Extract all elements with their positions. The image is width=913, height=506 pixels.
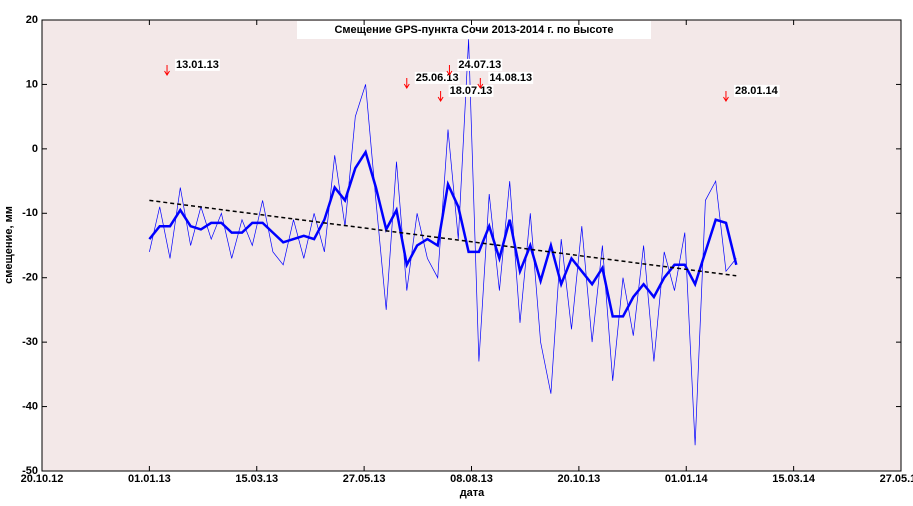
x-tick-label: 20.10.12 [21, 473, 64, 485]
series-line [148, 149, 738, 318]
x-tick-label: 20.10.13 [557, 473, 600, 485]
annotation-box [733, 84, 780, 97]
y-tick-label: -20 [22, 272, 38, 284]
y-tick-label: -10 [22, 207, 38, 219]
annotation-box [448, 84, 494, 97]
annotation-arrow [477, 78, 484, 89]
annotation-arrow [437, 91, 444, 102]
chart-title: Смещение GPS-пункта Сочи 2013-2014 г. по… [334, 24, 613, 36]
title-box [297, 21, 651, 39]
annotation-box [457, 58, 503, 71]
trend-line [149, 199, 737, 277]
y-tick-label: 10 [26, 78, 38, 90]
y-tick-label: 20 [26, 14, 38, 26]
annotation: 25.06.13 [416, 72, 459, 84]
annotation-box [488, 71, 534, 84]
x-tick-label: 15.03.14 [772, 473, 816, 485]
plot-frame [41, 19, 902, 472]
annotation-arrow [723, 91, 729, 102]
annotation: 14.08.13 [489, 72, 532, 84]
x-tick-label: 01.01.13 [128, 473, 171, 485]
x-tick-label: 27.05.14 [880, 473, 913, 485]
annotation: 28.01.14 [735, 85, 779, 97]
y-tick-label: -30 [22, 336, 38, 348]
annotation: 18.07.13 [450, 85, 493, 97]
x-tick-label: 27.05.13 [343, 473, 386, 485]
y-tick-label: 0 [32, 143, 38, 155]
annotation-arrow [446, 65, 453, 76]
annotation-box [414, 71, 460, 84]
annotation-arrow [403, 78, 410, 89]
y-tick-label: -40 [22, 400, 38, 412]
x-tick-label: 08.08.13 [450, 473, 493, 485]
x-tick-label: 01.01.14 [665, 473, 709, 485]
annotation-arrow [164, 65, 170, 76]
y-axis-label: смещение, мм [3, 206, 15, 284]
y-tick-label: -50 [22, 465, 38, 477]
annotation: 24.07.13 [458, 59, 501, 71]
x-tick-label: 15.03.13 [235, 473, 278, 485]
annotation: 13.01.13 [176, 59, 219, 71]
annotation-box [175, 58, 220, 71]
x-axis-label: дата [460, 487, 485, 499]
